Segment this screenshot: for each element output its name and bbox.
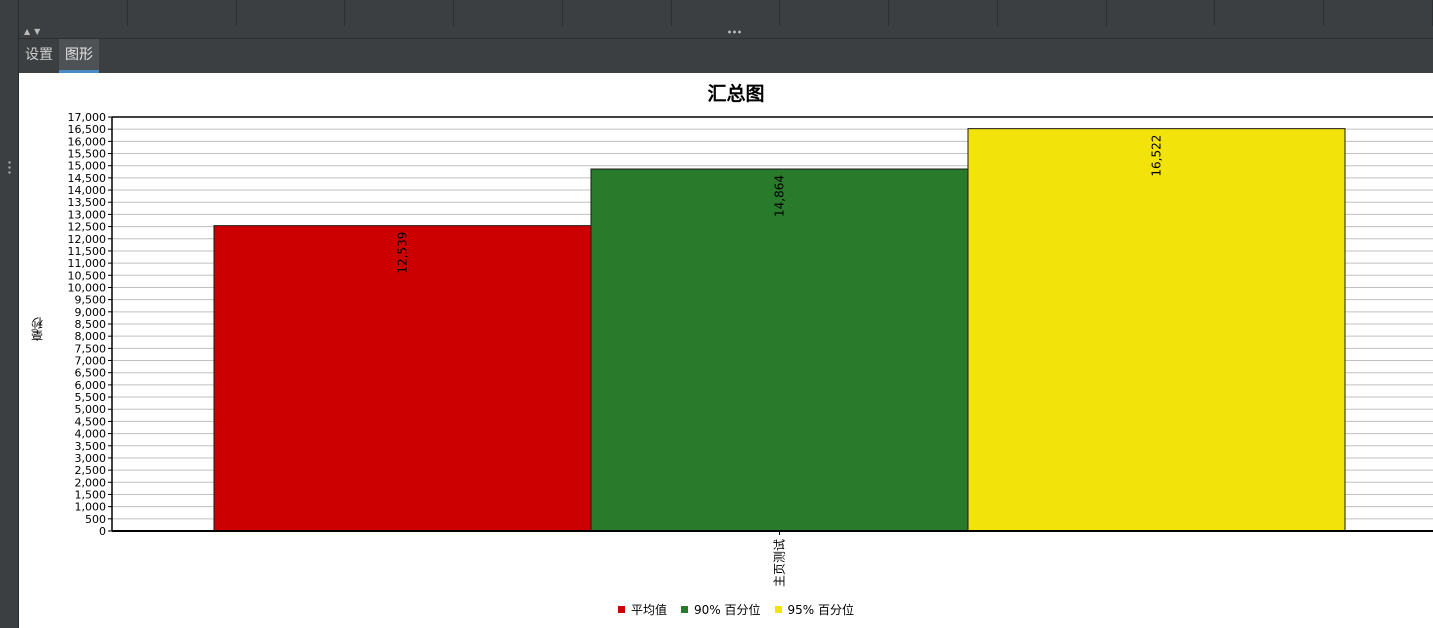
table-cell — [1107, 0, 1216, 26]
y-axis-label: 毫秒 — [30, 317, 45, 341]
legend-label: 90% 百分位 — [694, 603, 761, 617]
y-tick-label: 15,500 — [68, 148, 107, 161]
x-category-label: 主页测试 — [772, 539, 787, 587]
y-tick-label: 2,000 — [75, 476, 107, 489]
y-tick-label: 11,500 — [68, 245, 107, 258]
y-tick-label: 6,000 — [75, 379, 107, 392]
expand-down-icon[interactable]: ▼ — [34, 27, 41, 36]
chart-legend: 平均值 90% 百分位 95% 百分位 — [19, 601, 1433, 618]
bar-p90 — [590, 168, 969, 532]
y-tick-label: 13,000 — [68, 208, 107, 221]
y-tick-label: 5,500 — [75, 391, 107, 404]
y-tick-label: 0 — [99, 525, 106, 538]
table-cell — [889, 0, 998, 26]
y-tick-label: 17,000 — [68, 111, 107, 124]
chart-title: 汇总图 — [707, 83, 765, 105]
y-tick-label: 12,500 — [68, 221, 107, 234]
y-tick-label: 3,000 — [75, 452, 107, 465]
table-cell — [454, 0, 563, 26]
table-cell — [19, 0, 128, 26]
tab-bar: 设置 图形 — [19, 39, 1433, 73]
collapse-up-icon[interactable]: ▲ — [24, 27, 31, 36]
tab-settings[interactable]: 设置 — [25, 47, 53, 63]
splitter-grip-icon[interactable] — [727, 30, 743, 34]
legend-item-p95: 95% 百分位 — [774, 601, 855, 618]
y-tick-label: 14,000 — [68, 184, 107, 197]
bar-chart: 05001,0001,5002,0002,5003,0003,5004,0004… — [68, 111, 1433, 587]
table-cell — [1215, 0, 1325, 26]
y-tick-label: 3,500 — [75, 440, 107, 453]
y-tick-label: 15,000 — [68, 160, 107, 173]
drag-handle-icon[interactable] — [8, 160, 11, 176]
bar-mean — [213, 225, 592, 532]
y-tick-label: 8,500 — [75, 318, 107, 331]
y-tick-label: 1,000 — [75, 501, 107, 514]
y-tick-label: 7,500 — [75, 342, 107, 355]
legend-label: 95% 百分位 — [787, 603, 855, 617]
y-tick-label: 10,000 — [68, 281, 107, 294]
graph-panel: 0 500 1,000 1,500 2,000 2,500 3,000 3,500 4,000 4… — [19, 73, 1433, 628]
y-tick-label: 16,000 — [68, 135, 107, 148]
y-tick-label: 8,000 — [75, 330, 107, 343]
splitter-bar[interactable]: ▲ ▼ — [19, 26, 1433, 39]
results-table-strip — [19, 0, 1433, 27]
table-cell — [998, 0, 1107, 26]
legend-item-mean: 平均值 — [617, 601, 667, 618]
y-tick-label: 9,000 — [75, 306, 107, 319]
table-cell — [672, 0, 781, 26]
table-cell — [345, 0, 455, 26]
table-cell — [237, 0, 346, 26]
y-tick-label: 14,500 — [68, 172, 107, 185]
y-tick-label: 11,000 — [68, 257, 107, 270]
y-tick-label: 2,500 — [75, 464, 107, 477]
y-tick-label: 9,500 — [75, 294, 107, 307]
table-cell — [1324, 0, 1433, 26]
bar-p95 — [967, 128, 1346, 532]
y-tick-label: 500 — [85, 513, 106, 526]
bar-value-label: 12,539 — [396, 232, 410, 274]
y-tick-label: 10,500 — [68, 269, 107, 282]
y-tick-label: 4,500 — [75, 415, 107, 428]
table-cell — [780, 0, 890, 26]
y-tick-label: 13,500 — [68, 196, 107, 209]
tab-graph[interactable]: 图形 — [59, 39, 99, 73]
legend-label: 平均值 — [630, 603, 667, 617]
y-tick-label: 1,500 — [75, 488, 107, 501]
y-tick-label: 6,500 — [75, 367, 107, 380]
legend-swatch — [617, 606, 625, 613]
legend-swatch — [774, 606, 782, 613]
legend-swatch — [681, 606, 688, 613]
bar-value-label: 14,864 — [773, 175, 787, 217]
bar-value-label: 16,522 — [1150, 135, 1164, 177]
left-collapse-gutter[interactable] — [0, 0, 19, 628]
y-tick-label: 16,500 — [68, 123, 107, 136]
table-cell — [563, 0, 672, 26]
table-cell — [128, 0, 237, 26]
y-tick-label: 5,000 — [75, 403, 107, 416]
y-tick-label: 12,000 — [68, 233, 107, 246]
y-tick-label: 4,000 — [75, 428, 107, 441]
y-tick-label: 7,000 — [75, 355, 107, 368]
legend-item-p90: 90% 百分位 — [681, 601, 761, 618]
